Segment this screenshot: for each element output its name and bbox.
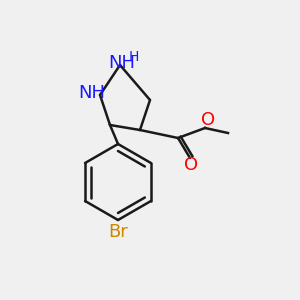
Text: O: O xyxy=(201,111,215,129)
Text: NH: NH xyxy=(109,54,136,72)
Text: O: O xyxy=(184,156,198,174)
Text: Br: Br xyxy=(108,223,128,241)
Text: H: H xyxy=(129,50,139,64)
Text: NH: NH xyxy=(79,84,106,102)
